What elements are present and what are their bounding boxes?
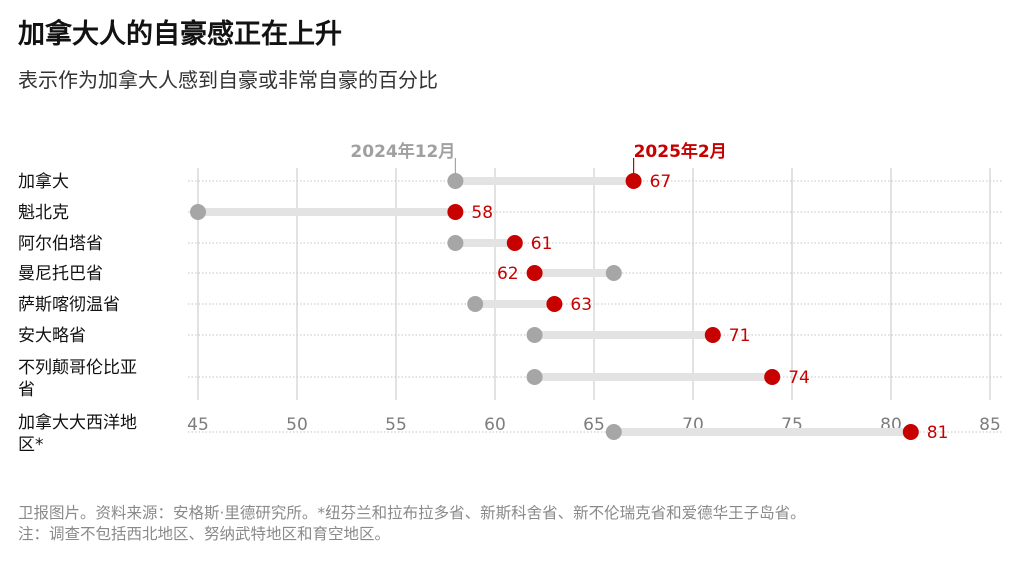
category-label: 省	[18, 380, 35, 400]
category-label: 萨斯喀彻温省	[18, 295, 120, 315]
coverage-note: 注：调查不包括西北地区、努纳武特地区和育空地区。	[18, 525, 391, 543]
legend-label-new: 2025年2月	[634, 141, 727, 162]
dot-2025-02	[704, 327, 721, 343]
x-tick-label: 55	[385, 415, 407, 435]
value-label: 62	[497, 264, 519, 284]
category-label: 魁北克	[18, 203, 69, 223]
dot-2025-02	[447, 204, 464, 220]
chart-footer: 卫报图片。资料来源：安格斯·里德研究所。*纽芬兰和拉布拉多省、新斯科舍省、新不伦…	[18, 503, 806, 545]
dot-2025-02	[625, 173, 642, 189]
dot-2025-02	[546, 296, 563, 312]
category-label: 加拿大大西洋地	[18, 412, 137, 433]
dot-2024-12	[467, 296, 484, 312]
dot-2025-02	[526, 265, 543, 281]
dot-2024-12	[447, 173, 464, 189]
chart-subtitle: 表示作为加拿大人感到自豪或非常自豪的百分比	[18, 68, 438, 92]
category-label: 不列颠哥伦比亚	[18, 358, 137, 378]
value-label: 81	[927, 423, 949, 443]
dot-2024-12	[447, 235, 464, 251]
legend-label-old: 2024年12月	[350, 141, 455, 162]
source-note: 卫报图片。资料来源：安格斯·里德研究所。*纽芬兰和拉布拉多省、新斯科舍省、新不伦…	[18, 504, 806, 522]
value-label: 61	[531, 234, 553, 254]
category-label: 阿尔伯塔省	[18, 234, 103, 254]
dot-2024-12	[526, 327, 543, 343]
category-label: 安大略省	[18, 326, 86, 346]
dot-2024-12	[190, 204, 206, 220]
x-tick-label: 65	[583, 415, 605, 435]
dot-2024-12	[605, 265, 622, 281]
dot-2025-02	[902, 424, 919, 440]
dot-2025-02	[764, 369, 781, 385]
value-label: 63	[570, 295, 592, 315]
dot-2024-12	[605, 424, 622, 440]
x-tick-label: 45	[187, 415, 209, 435]
x-tick-label: 50	[286, 415, 308, 435]
dot-2025-02	[506, 235, 523, 251]
category-label: 曼尼托巴省	[18, 264, 103, 284]
value-label: 58	[471, 203, 493, 223]
chart-title: 加拿大人的自豪感正在上升	[18, 19, 342, 50]
value-label: 74	[788, 368, 810, 388]
value-label: 71	[729, 326, 751, 346]
value-label: 67	[650, 172, 672, 192]
dot-2024-12	[526, 369, 543, 385]
x-tick-label: 60	[484, 415, 506, 435]
category-label: 区*	[18, 435, 44, 455]
x-tick-label: 85	[979, 415, 1001, 435]
category-label: 加拿大	[18, 171, 69, 192]
